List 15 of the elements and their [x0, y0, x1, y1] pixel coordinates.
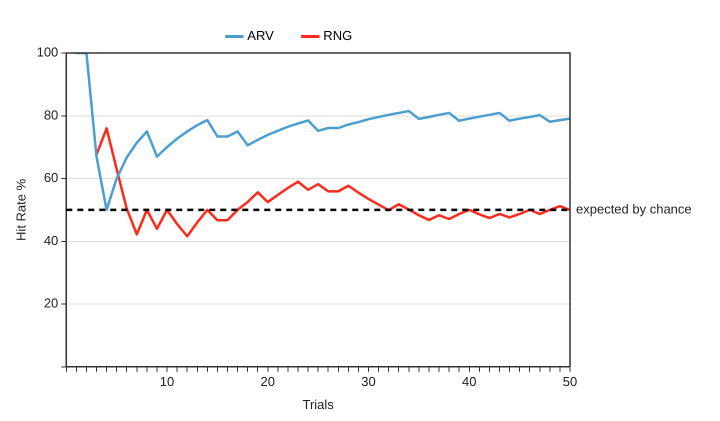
- ref-line-label: expected by chance: [576, 201, 692, 216]
- y-tick-label: 100: [36, 44, 58, 60]
- x-axis-title: Trials: [302, 396, 334, 412]
- y-tick-label: 40: [44, 232, 58, 248]
- x-tick-label: 40: [462, 374, 476, 390]
- legend-label: RNG: [323, 28, 352, 44]
- y-tick-label: 80: [44, 107, 58, 122]
- legend-label: ARV: [247, 28, 274, 44]
- y-tick-label: 60: [44, 170, 58, 186]
- y-axis-title: Hit Rate %: [13, 178, 28, 241]
- x-tick-label: 30: [361, 374, 376, 390]
- x-tick-label: 50: [562, 374, 578, 390]
- y-tick-label: 20: [44, 296, 58, 311]
- x-tick-label: 10: [160, 374, 174, 390]
- x-tick-label: 20: [260, 374, 276, 390]
